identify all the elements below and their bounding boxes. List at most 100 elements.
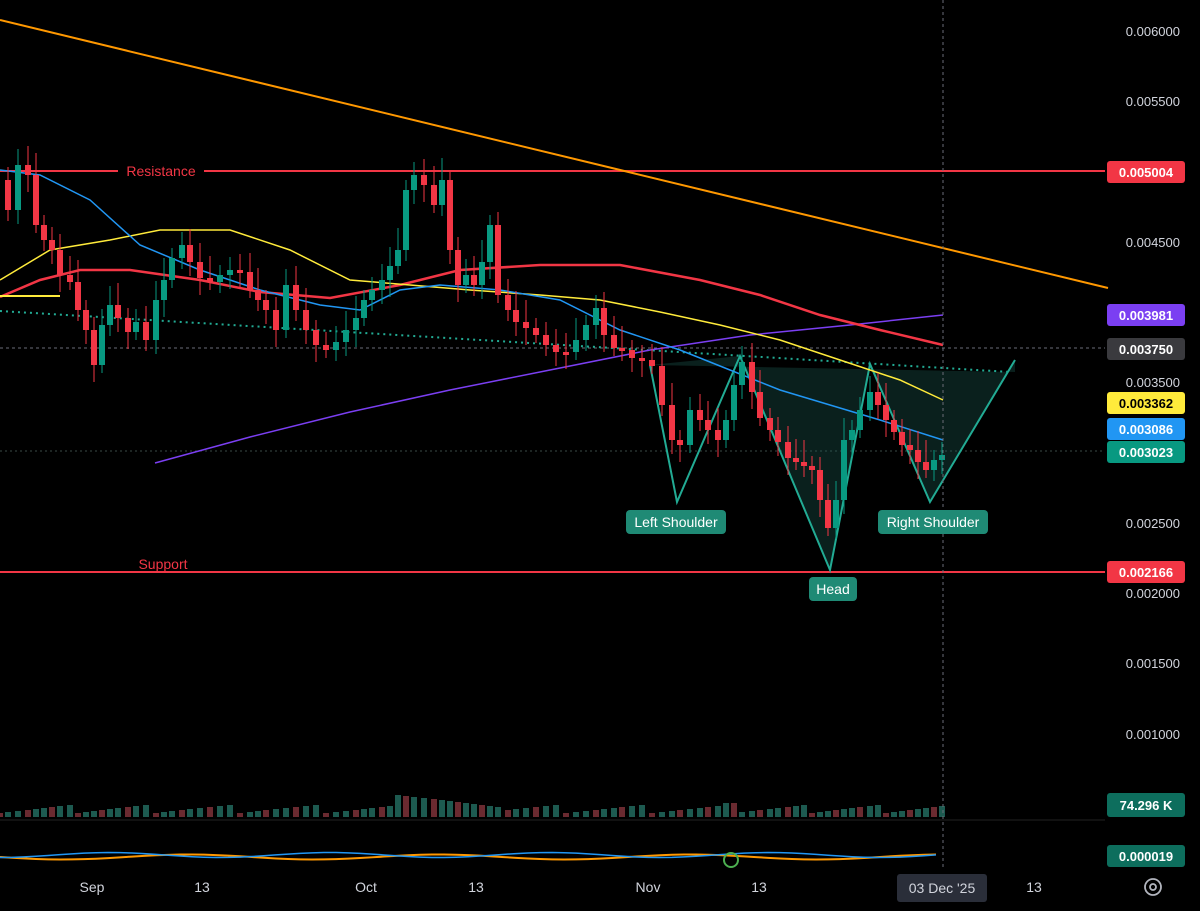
volume-bar [49,807,55,817]
candle-body [403,190,409,250]
volume-bar [487,806,493,817]
volume-bar [533,807,539,817]
candle-body [187,245,193,262]
candle-body [125,318,131,332]
volume-bar [447,801,453,817]
candle-body [757,392,763,418]
candle-body [687,410,693,445]
candle-body [697,410,703,420]
volume-bar [57,806,63,817]
price-tag-support: 0.002166 [1107,561,1185,583]
price-tag-resistance: 0.005004 [1107,161,1185,183]
volume-bar [553,805,559,817]
volume-bar [875,805,881,817]
candle-body [731,385,737,420]
ma-long-line [154,314,944,464]
volume-bar [387,806,393,817]
y-tick-label: 0.002000 [1126,586,1180,601]
candle-body [899,432,905,445]
volume-bar [237,813,243,817]
volume-bar [785,807,791,817]
volume-bar [67,805,73,817]
candle-body [705,420,711,430]
candle-body [629,350,635,358]
volume-bar [907,810,913,817]
candle-body [543,335,549,345]
price-tag-gray: 0.003750 [1107,338,1185,360]
volume-bar [611,808,617,817]
candle-body [161,280,167,300]
candle-body [793,458,799,462]
neckline[interactable] [0,310,1011,373]
x-tick-label: Nov [636,879,661,895]
candle-body [857,410,863,430]
svg-text:0.000019: 0.000019 [1119,849,1173,864]
candle-body [513,310,519,322]
volume-bar [455,802,461,817]
volume-bar [33,809,39,817]
volume-bar [471,804,477,817]
x-tick-label: Oct [355,879,377,895]
candle-body [411,175,417,190]
svg-text:0.005004: 0.005004 [1119,165,1174,180]
candle-body [817,470,823,500]
volume-bar [543,806,549,817]
volume-bar [463,803,469,817]
volume-bar [899,811,905,817]
candle-body [471,275,477,285]
volume-bar [143,805,149,817]
svg-text:0.003362: 0.003362 [1119,396,1173,411]
head-tag[interactable]: Head [809,577,857,601]
candle-body [343,330,349,342]
candle-body [907,445,913,450]
candle-body [379,280,385,290]
candle-body [67,275,73,282]
volume-bar [809,813,815,817]
candle-body [115,305,121,318]
volume-bar [723,803,729,817]
volume-bar [523,808,529,817]
candle-body [107,305,113,325]
y-tick-label: 0.002500 [1126,516,1180,531]
right-shoulder-tag[interactable]: Right Shoulder [878,510,988,534]
volume-bar [361,809,367,817]
volume-bar [107,809,113,817]
volume-bar [41,808,47,817]
volume-bar [179,810,185,817]
svg-text:0.002166: 0.002166 [1119,565,1173,580]
candle-body [573,340,579,352]
candle-body [207,278,213,282]
volume-bar [857,807,863,817]
volume-bar [99,810,105,817]
candle-body [133,322,139,332]
volume-bar [303,806,309,817]
candle-body [91,330,97,365]
y-axis: 0.006000 0.005500 0.004500 0.003500 0.00… [1126,24,1180,742]
candle-body [361,300,367,318]
candle-body [583,325,589,340]
svg-text:0.003086: 0.003086 [1119,422,1173,437]
volume-bar [841,809,847,817]
resistance-label: Resistance [126,163,195,179]
candle-body [395,250,401,266]
volume-bar [697,808,703,817]
volume-bar [639,805,645,817]
oscillator-pane [0,819,1105,868]
candle-body [801,462,807,466]
svg-text:0.003750: 0.003750 [1119,342,1173,357]
support-label: Support [138,556,187,572]
volume-bar [411,797,417,817]
left-shoulder-tag[interactable]: Left Shoulder [626,510,726,534]
x-axis: Sep 13 Oct 13 Nov 13 13 [80,879,1042,895]
volume-bar [775,808,781,817]
volume-bar [125,807,131,817]
volume-bar [15,811,21,817]
inverse-head-shoulders[interactable] [649,353,1016,574]
volume-tag: 74.296 K [1107,793,1185,817]
gear-icon[interactable] [1144,878,1162,896]
descending-trendline[interactable] [0,19,1109,289]
volume-bar [801,805,807,817]
candle-body [749,362,755,392]
candle-body [353,318,359,330]
